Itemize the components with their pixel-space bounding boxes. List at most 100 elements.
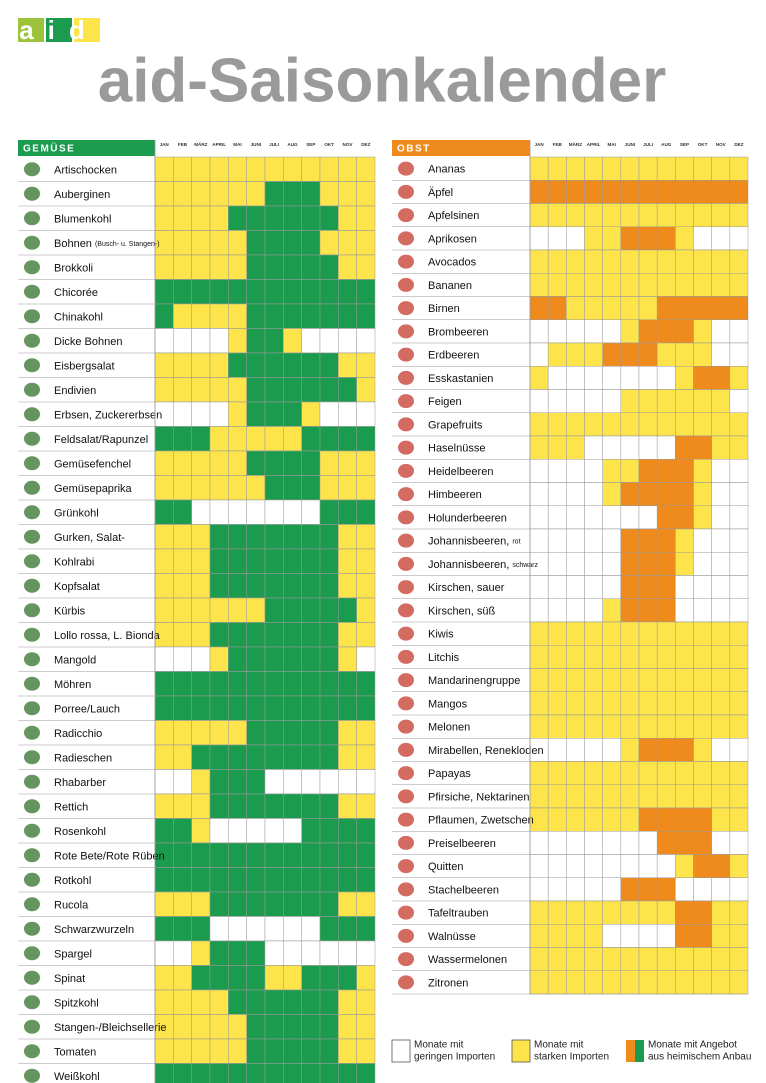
month-cell [656, 924, 676, 948]
month-cell [638, 645, 658, 669]
month-cell [547, 528, 567, 553]
month-cell [693, 714, 712, 739]
month-cell [584, 203, 603, 227]
month-label: AUG [287, 142, 298, 147]
row-label: Tafeltrauben [428, 908, 489, 920]
month-cell [319, 622, 339, 648]
row-label: Kohlrabi [54, 556, 94, 568]
month-cell [693, 319, 712, 344]
month-cell [602, 738, 622, 762]
row-name: Äpfel [428, 187, 453, 199]
row-label: Ananas [428, 164, 466, 176]
month-cell [656, 528, 676, 553]
month-cell [246, 842, 266, 868]
month-cell [693, 691, 712, 716]
icon [24, 1068, 40, 1083]
month-cell [264, 891, 284, 917]
month-cell [711, 691, 731, 716]
month-cell [228, 793, 247, 819]
month-label: DEZ [361, 142, 370, 147]
month-cell [602, 784, 622, 809]
month-cell [356, 842, 376, 868]
row-name: Möhren [54, 679, 91, 691]
icon [398, 626, 414, 641]
icon [398, 417, 414, 432]
month-cell [547, 342, 567, 367]
month-label: FEB [178, 142, 188, 147]
month-cell [246, 867, 266, 893]
month-cell [191, 597, 211, 623]
row-note: (Busch- u. Stangen-) [95, 241, 160, 248]
month-cell [191, 818, 211, 844]
row-label: Zitronen [428, 977, 468, 989]
month-cell [693, 970, 712, 995]
month-cell [547, 854, 567, 878]
month-cell [228, 499, 247, 525]
month-cell [711, 831, 731, 855]
month-cell [173, 499, 192, 525]
month-cell [228, 328, 247, 354]
month-cell [338, 254, 357, 280]
month-cell [547, 807, 567, 832]
month-cell [264, 328, 284, 354]
month-cell [566, 226, 585, 251]
month-cell [711, 319, 731, 344]
month-cell [602, 226, 622, 251]
month-cell [246, 328, 266, 354]
month-cell [547, 621, 567, 646]
month-cell [711, 807, 731, 832]
month-cell [729, 273, 749, 297]
month-cell [264, 450, 284, 476]
month-cell [228, 744, 247, 770]
month-cell [209, 230, 229, 256]
row-name: Melonen [428, 722, 470, 734]
month-cell [301, 769, 321, 795]
month-cell [602, 249, 622, 274]
month-cell [602, 807, 622, 832]
month-cell [246, 254, 266, 280]
month-cell [191, 671, 211, 697]
month-cell [711, 598, 731, 623]
month-cell [656, 598, 676, 623]
month-cell [246, 622, 266, 648]
month-cell [154, 695, 174, 721]
month-cell [191, 156, 211, 182]
month-cell [566, 877, 585, 902]
legend-label: Monate mit [534, 1040, 584, 1051]
month-cell [547, 273, 567, 297]
month-cell [338, 426, 357, 452]
month-cell [675, 947, 694, 971]
month-cell [338, 695, 357, 721]
month-cell [675, 459, 694, 483]
month-cell [566, 412, 585, 437]
legend-label: starken Importen [534, 1052, 609, 1063]
icon [398, 719, 414, 734]
month-cell [547, 691, 567, 716]
month-label: AUG [661, 142, 672, 147]
month-cell [638, 738, 658, 762]
row-name: Artischocken [54, 164, 117, 176]
month-cell [173, 303, 192, 329]
month-cell [209, 499, 229, 525]
month-label: MAI [233, 142, 241, 147]
month-cell [356, 524, 376, 550]
month-cell [584, 552, 603, 576]
month-cell [656, 877, 676, 902]
row-label: Holunderbeeren [428, 512, 507, 524]
month-cell [566, 505, 585, 530]
month-cell [301, 842, 321, 868]
icon [24, 725, 40, 740]
month-cell [283, 328, 302, 354]
month-cell [356, 940, 376, 966]
month-cell [283, 720, 302, 746]
month-cell [711, 784, 731, 809]
month-cell [638, 598, 658, 623]
month-cell [693, 482, 712, 506]
month-cell [602, 389, 622, 413]
month-cell [338, 205, 357, 231]
month-cell [602, 552, 622, 576]
month-cell [319, 254, 339, 280]
month-cell [620, 924, 640, 948]
month-label: SEP [306, 142, 315, 147]
